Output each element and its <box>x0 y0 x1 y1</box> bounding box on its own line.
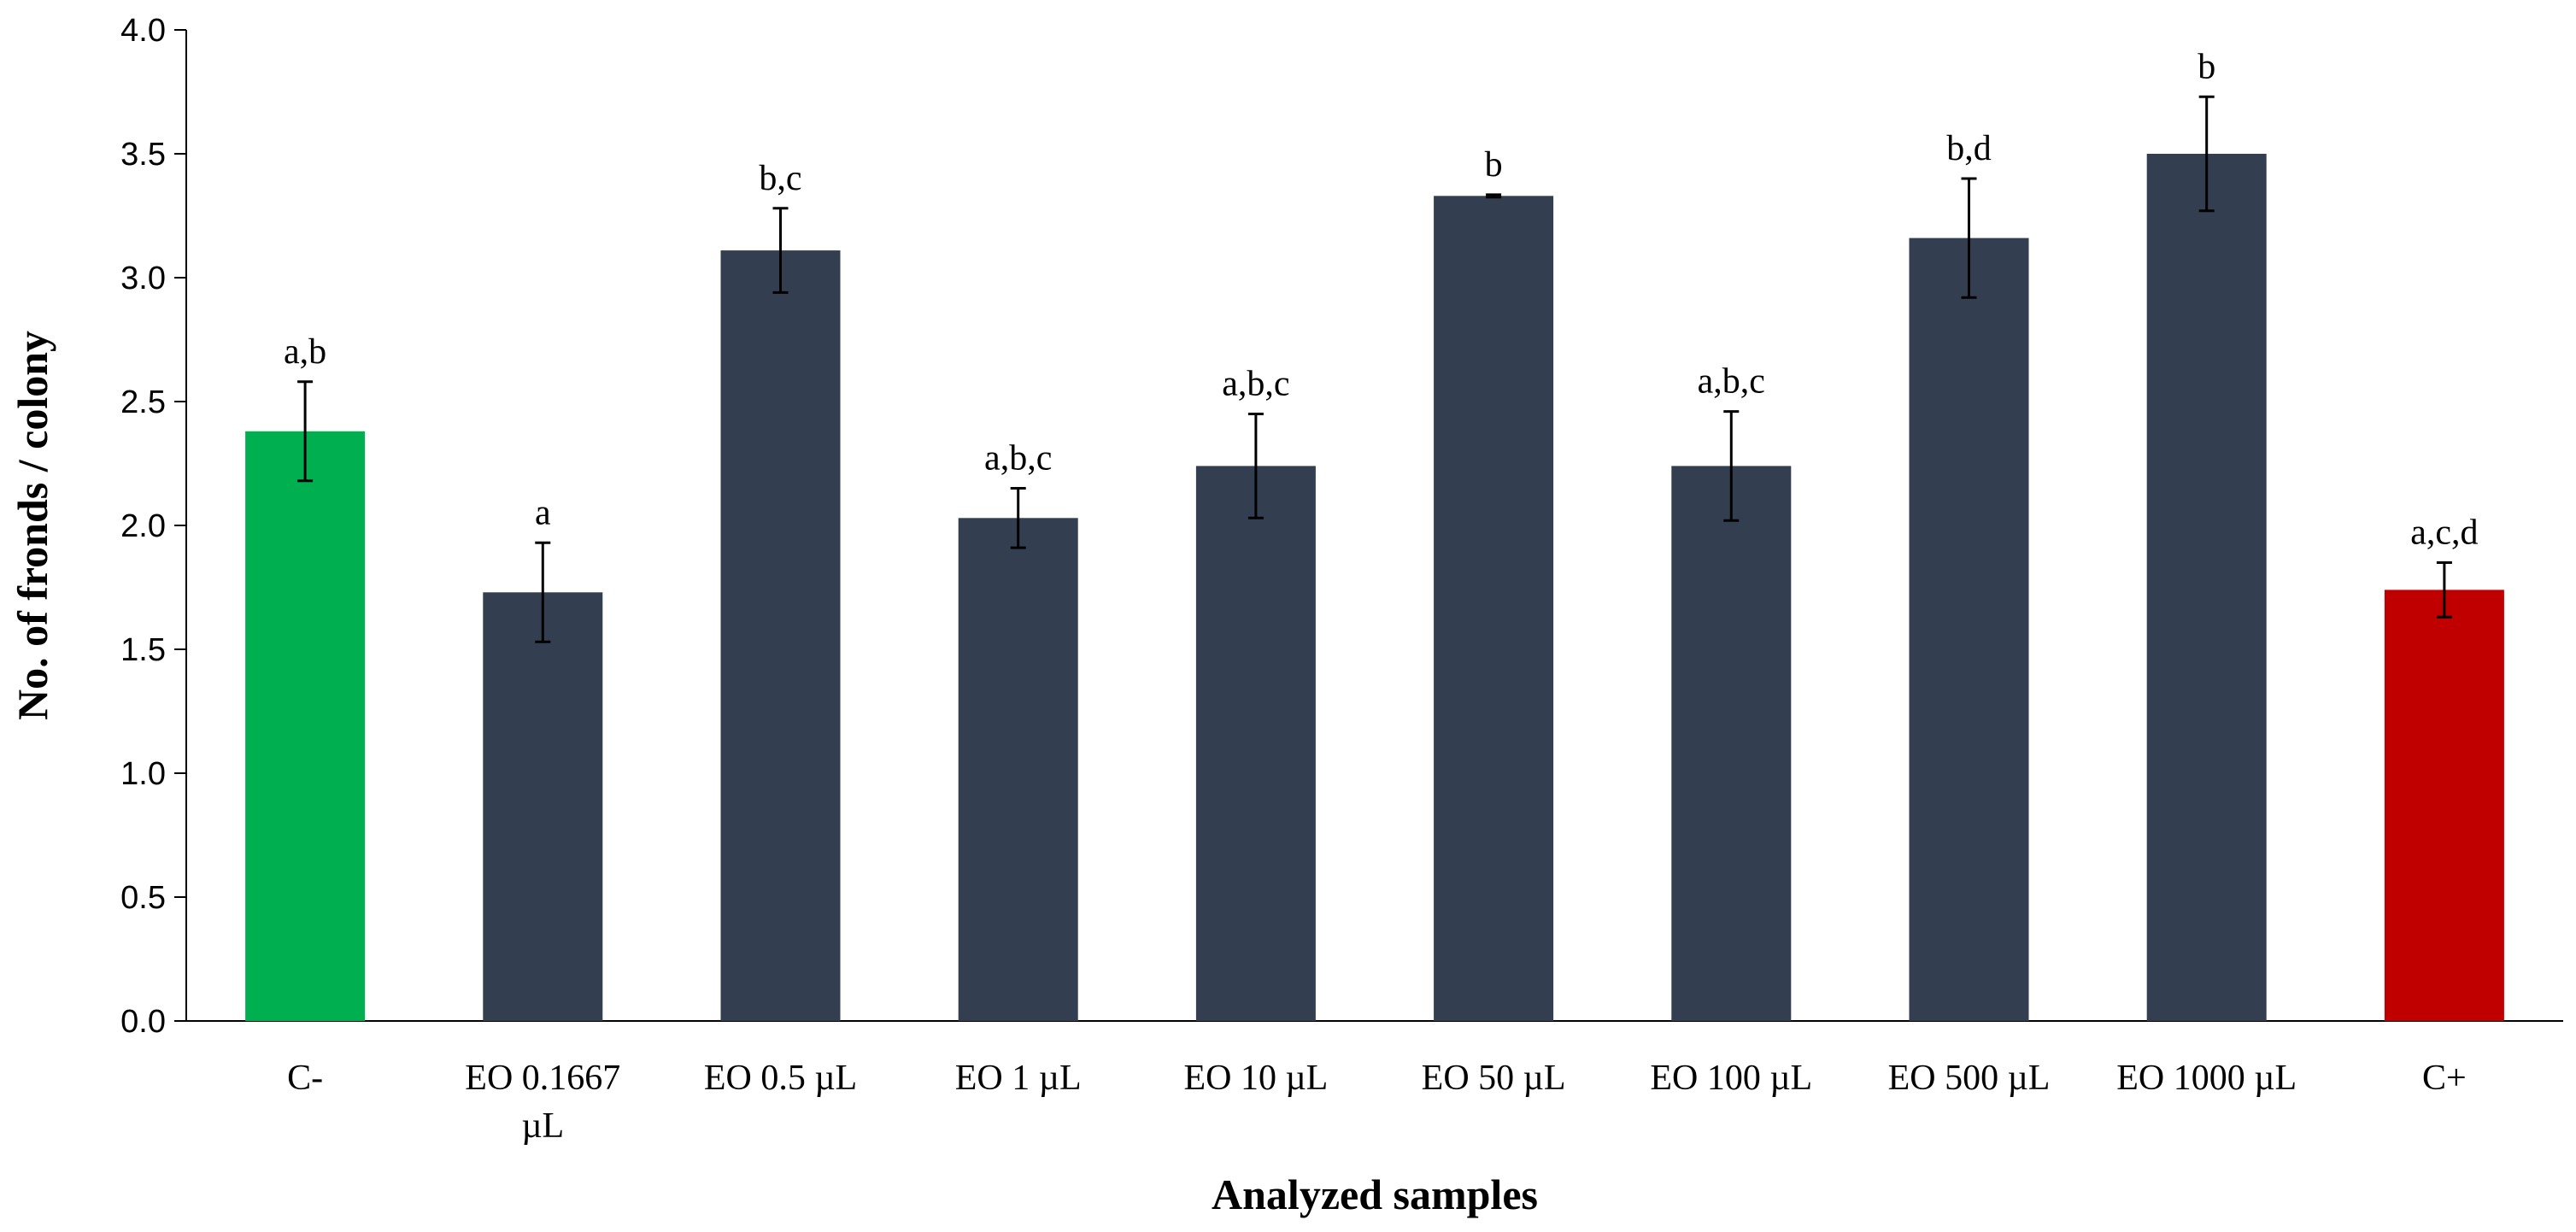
significance-label: a,b,c <box>1222 365 1289 404</box>
bar <box>1909 238 2029 1022</box>
significance-label: a,b <box>284 332 326 372</box>
significance-labels: a,b a b,c a,b,c a,b,c b a,b,c b,d b a,c,d <box>284 47 2479 552</box>
category-label: EO 0.5 µL <box>704 1059 857 1098</box>
bar <box>1195 466 1316 1021</box>
significance-label: b,d <box>1946 129 1992 168</box>
y-tick-label: 2.5 <box>120 384 166 420</box>
significance-label: b <box>1485 145 1503 185</box>
error-bars <box>297 95 2452 643</box>
y-tick-label: 2.0 <box>120 508 166 544</box>
error-bar <box>1010 487 1026 549</box>
y-axis: 0.0 0.5 1.0 1.5 2.0 2.5 3.0 3.5 4.0 <box>120 13 187 1040</box>
significance-label: b <box>2198 47 2215 86</box>
category-label: C- <box>287 1059 323 1098</box>
y-tick-label: 1.5 <box>120 632 166 668</box>
bar <box>1434 196 1554 1022</box>
bar <box>2146 154 2267 1021</box>
error-bar <box>1961 177 1977 299</box>
category-label: EO 10 µL <box>1183 1059 1328 1098</box>
category-labels: C- EO 0.1667 µL EO 0.5 µL EO 1 µL EO 10 µL EO … <box>287 1059 2467 1146</box>
category-label: EO 0.1667 µL <box>465 1059 620 1146</box>
error-bar <box>1247 413 1264 519</box>
category-label: EO 100 µL <box>1650 1059 1812 1098</box>
bar <box>1671 466 1792 1021</box>
bar <box>2384 590 2504 1021</box>
category-label: EO 1000 µL <box>2116 1059 2297 1098</box>
bar <box>245 431 366 1021</box>
category-label: EO 500 µL <box>1888 1059 2051 1098</box>
y-tick-label: 0.5 <box>120 880 166 916</box>
error-bar <box>297 380 314 483</box>
error-bar <box>772 207 789 294</box>
error-bar <box>1723 410 1740 522</box>
error-bar <box>1486 193 1502 199</box>
x-axis-title: Analyzed samples <box>1212 1170 1538 1218</box>
y-tick-label: 0.0 <box>120 1004 166 1040</box>
significance-label: a,b,c <box>984 439 1052 478</box>
bar <box>958 518 1078 1021</box>
error-bar <box>2436 561 2452 619</box>
category-label: EO 1 µL <box>955 1059 1082 1098</box>
category-label: C+ <box>2422 1059 2467 1098</box>
y-tick-label: 3.0 <box>120 261 166 296</box>
error-bar <box>2198 95 2215 213</box>
y-tick-label: 3.5 <box>120 137 166 173</box>
error-bar <box>535 541 551 643</box>
significance-label: a <box>535 493 551 532</box>
bar <box>720 250 841 1022</box>
category-label: EO 50 µL <box>1422 1059 1566 1098</box>
y-tick-label: 1.0 <box>120 756 166 792</box>
significance-label: a,b,c <box>1698 362 1765 402</box>
y-axis-title: No. of fronds / colony <box>9 331 56 720</box>
bar <box>483 592 603 1021</box>
y-tick-label: 4.0 <box>120 13 166 49</box>
significance-label: a,c,d <box>2410 513 2478 553</box>
significance-label: b,c <box>759 159 801 198</box>
bars <box>245 154 2504 1022</box>
